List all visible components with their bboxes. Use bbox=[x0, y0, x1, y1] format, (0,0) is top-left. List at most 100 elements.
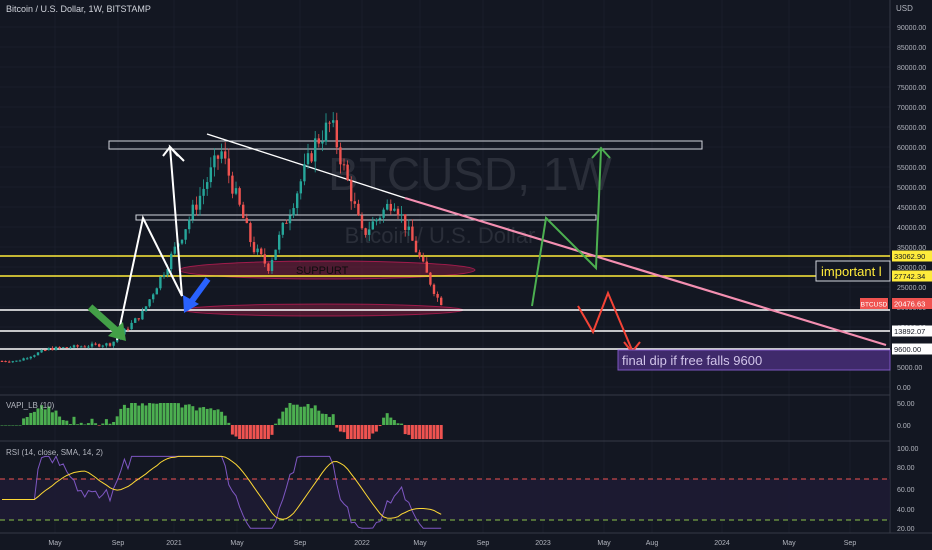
vapi-bar bbox=[328, 416, 332, 425]
candle-body bbox=[87, 346, 90, 348]
projection-green-path bbox=[531, 148, 602, 307]
candle-body bbox=[101, 345, 104, 347]
price-tick-label: 85000.00 bbox=[897, 45, 926, 52]
time-axis[interactable]: May Sep 2021 May Sep 2022 May Sep 2023 May Aug 2024… bbox=[48, 540, 856, 547]
time-tick-label: Sep bbox=[844, 540, 857, 547]
candle-body bbox=[83, 346, 86, 348]
candle-body bbox=[29, 356, 32, 359]
candle-body bbox=[382, 209, 385, 218]
vapi-bar bbox=[274, 423, 278, 425]
vapi-bar bbox=[119, 408, 123, 425]
candle-body bbox=[400, 214, 403, 216]
candle-body bbox=[422, 256, 425, 262]
price-tick-label: 55000.00 bbox=[897, 165, 926, 172]
candle-body bbox=[411, 226, 414, 241]
vapi-bar bbox=[324, 413, 328, 425]
important-level-label: important l bbox=[821, 264, 882, 279]
candle-body bbox=[188, 219, 191, 230]
vapi-bar bbox=[158, 403, 162, 425]
vapi-bar bbox=[137, 405, 141, 425]
candle-body bbox=[54, 347, 58, 351]
candle-body bbox=[170, 253, 173, 270]
vapi-bar bbox=[68, 424, 72, 425]
candle-body bbox=[141, 310, 144, 320]
candle-body bbox=[425, 261, 428, 273]
vapi-bar bbox=[94, 423, 98, 425]
level-tag-bg bbox=[892, 343, 932, 355]
vapi-bar bbox=[407, 425, 411, 435]
candle-body bbox=[216, 155, 220, 159]
vapi-bar bbox=[4, 425, 8, 426]
level-tag-label: 27742.34 bbox=[894, 272, 925, 281]
blue-arrow-icon bbox=[183, 277, 211, 313]
candle-body bbox=[80, 346, 83, 348]
candle-body bbox=[4, 361, 7, 363]
vapi-bar bbox=[11, 425, 15, 426]
time-tick-label: 2021 bbox=[166, 540, 182, 547]
vapi-bar bbox=[410, 425, 414, 439]
candle-body bbox=[267, 263, 270, 271]
candle-body bbox=[378, 217, 382, 220]
rsi-axis-label: 60.00 bbox=[897, 487, 915, 494]
vapi-bar bbox=[108, 423, 112, 425]
chart-title: Bitcoin / U.S. Dollar, 1W, BITSTAMP bbox=[6, 4, 151, 14]
vapi-bar bbox=[187, 404, 191, 425]
vapi-bar bbox=[284, 407, 288, 425]
vapi-bar bbox=[104, 419, 108, 425]
vapi-bar bbox=[230, 425, 234, 435]
vapi-bar bbox=[421, 425, 425, 439]
vapi-bar bbox=[245, 425, 249, 439]
candle-body bbox=[90, 343, 94, 347]
vapi-bar bbox=[173, 403, 177, 425]
vapi-histogram bbox=[0, 403, 443, 439]
candle-body bbox=[166, 269, 169, 275]
vapi-bar bbox=[155, 403, 159, 425]
candle-body bbox=[62, 347, 65, 349]
vapi-bar bbox=[144, 405, 148, 425]
vapi-bar bbox=[367, 425, 371, 439]
candle-body bbox=[260, 248, 263, 255]
candle-body bbox=[321, 141, 324, 144]
trendline-white bbox=[206, 133, 406, 199]
vapi-bar bbox=[130, 403, 134, 425]
vapi-bar bbox=[335, 425, 339, 428]
candle-body bbox=[65, 347, 68, 349]
vapi-bar bbox=[382, 417, 386, 425]
candle-body bbox=[184, 229, 187, 240]
vapi-bar bbox=[299, 406, 303, 425]
vapi-bar bbox=[439, 425, 443, 439]
candle-body bbox=[360, 215, 364, 229]
time-tick-label: May bbox=[48, 540, 62, 547]
level-tag-label: 9600.00 bbox=[894, 345, 921, 354]
candle-body bbox=[342, 164, 346, 166]
candle-body bbox=[180, 239, 184, 244]
price-tick-label: 40000.00 bbox=[897, 225, 926, 232]
candle-body bbox=[404, 214, 407, 230]
candle-body bbox=[238, 188, 241, 205]
vapi-bar bbox=[241, 425, 245, 439]
candle-body bbox=[389, 203, 392, 211]
candle-body bbox=[134, 318, 137, 323]
arrow-head-white-icon bbox=[162, 145, 179, 157]
vapi-bar bbox=[263, 425, 267, 439]
vapi-bar bbox=[194, 410, 198, 425]
vapi-bar bbox=[277, 418, 281, 425]
vapi-bar bbox=[25, 416, 29, 425]
candle-body bbox=[245, 218, 248, 224]
candle-body bbox=[36, 352, 40, 356]
vapi-bar bbox=[212, 410, 216, 425]
candle-body bbox=[72, 345, 76, 348]
candle-body bbox=[375, 219, 378, 222]
rsi-sma-line bbox=[2, 455, 442, 520]
candle-body bbox=[40, 350, 43, 353]
candle-body bbox=[206, 182, 209, 189]
vapi-bar bbox=[122, 404, 126, 425]
candle-body bbox=[274, 249, 277, 260]
vapi-bar bbox=[54, 410, 58, 425]
vapi-bar bbox=[43, 409, 47, 425]
candle-body bbox=[227, 158, 230, 176]
time-tick-label: Aug bbox=[646, 540, 659, 547]
candle-body bbox=[22, 358, 25, 361]
important-level-box bbox=[815, 260, 891, 282]
